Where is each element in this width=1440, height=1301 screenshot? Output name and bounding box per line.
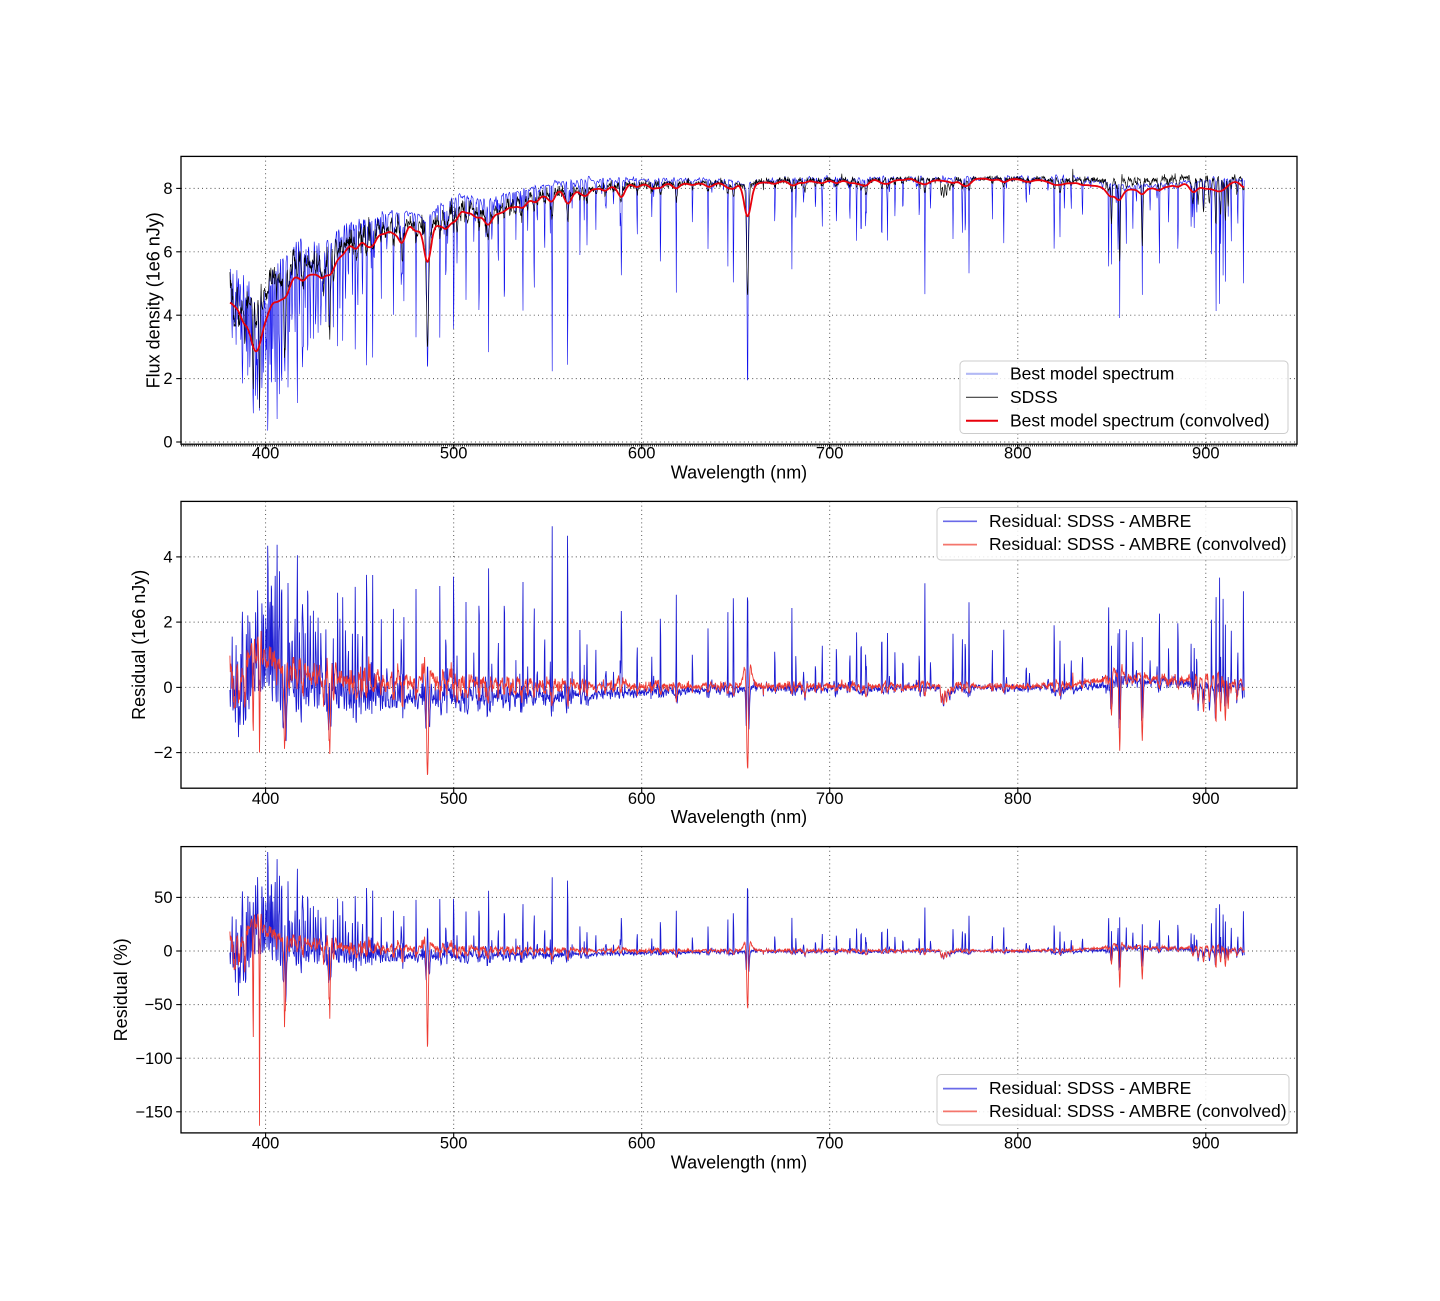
svg-text:50: 50 — [154, 889, 172, 907]
svg-text:Best model spectrum (convolved: Best model spectrum (convolved) — [1010, 410, 1270, 430]
svg-text:2: 2 — [163, 614, 172, 632]
svg-text:500: 500 — [440, 444, 468, 462]
svg-text:−50: −50 — [145, 996, 173, 1014]
svg-text:8: 8 — [163, 180, 172, 198]
svg-text:900: 900 — [1192, 444, 1220, 462]
svg-text:800: 800 — [1004, 444, 1032, 462]
svg-text:800: 800 — [1004, 790, 1032, 808]
svg-text:0: 0 — [163, 943, 172, 961]
svg-text:700: 700 — [816, 1134, 844, 1152]
svg-text:400: 400 — [252, 790, 280, 808]
svg-text:500: 500 — [440, 790, 468, 808]
svg-text:500: 500 — [440, 1134, 468, 1152]
svg-text:−2: −2 — [154, 744, 173, 762]
svg-text:SDSS: SDSS — [1010, 387, 1058, 407]
svg-text:600: 600 — [628, 790, 656, 808]
svg-text:Residual: SDSS - AMBRE (convol: Residual: SDSS - AMBRE (convolved) — [989, 534, 1287, 554]
svg-text:0: 0 — [163, 434, 172, 452]
svg-text:4: 4 — [163, 549, 172, 567]
svg-text:400: 400 — [252, 444, 280, 462]
svg-text:2: 2 — [163, 370, 172, 388]
svg-text:Wavelength (nm): Wavelength (nm) — [671, 807, 807, 827]
svg-text:Best model spectrum: Best model spectrum — [1010, 363, 1174, 383]
svg-text:700: 700 — [816, 790, 844, 808]
svg-text:800: 800 — [1004, 1134, 1032, 1152]
svg-text:4: 4 — [163, 307, 172, 325]
svg-text:900: 900 — [1192, 790, 1220, 808]
svg-text:400: 400 — [252, 1134, 280, 1152]
svg-text:700: 700 — [816, 444, 844, 462]
svg-text:900: 900 — [1192, 1134, 1220, 1152]
svg-text:Residual (1e6 nJy): Residual (1e6 nJy) — [129, 570, 149, 720]
svg-text:−150: −150 — [135, 1103, 172, 1121]
svg-text:Residual (%): Residual (%) — [111, 938, 131, 1041]
svg-text:Residual: SDSS - AMBRE: Residual: SDSS - AMBRE — [989, 1078, 1191, 1098]
svg-text:0: 0 — [163, 679, 172, 697]
svg-text:Residual: SDSS - AMBRE (convol: Residual: SDSS - AMBRE (convolved) — [989, 1101, 1287, 1121]
svg-text:Flux density (1e6 nJy): Flux density (1e6 nJy) — [143, 212, 163, 388]
svg-text:600: 600 — [628, 444, 656, 462]
svg-text:Wavelength (nm): Wavelength (nm) — [671, 1153, 807, 1173]
svg-text:6: 6 — [163, 243, 172, 261]
svg-text:Residual: SDSS - AMBRE: Residual: SDSS - AMBRE — [989, 511, 1191, 531]
svg-text:Wavelength (nm): Wavelength (nm) — [671, 463, 807, 483]
svg-text:−100: −100 — [135, 1050, 172, 1068]
svg-text:600: 600 — [628, 1134, 656, 1152]
